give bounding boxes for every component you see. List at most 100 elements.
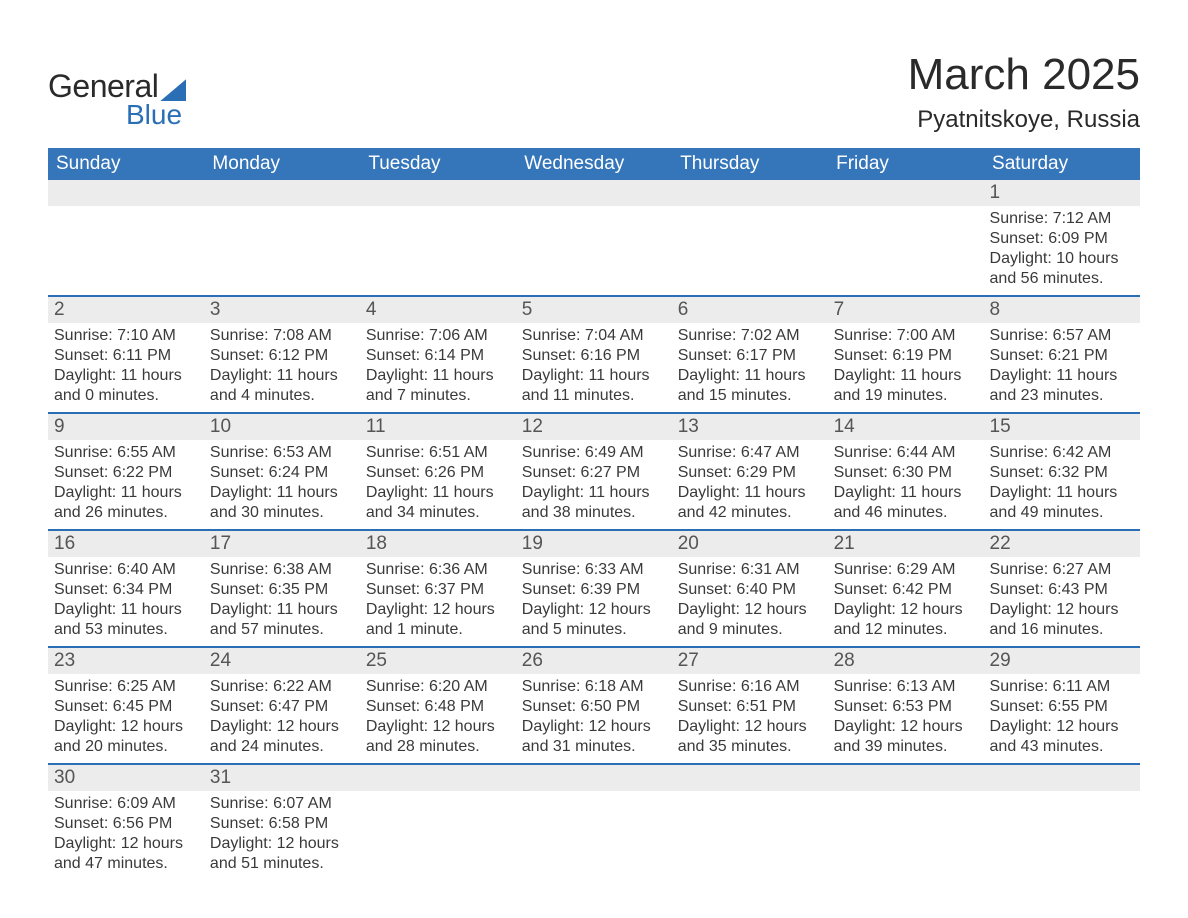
day-number-cell: 1 bbox=[984, 180, 1140, 206]
daylight-text: Daylight: 12 hours and 39 minutes. bbox=[834, 717, 978, 757]
day-detail-cell: Sunrise: 6:42 AMSunset: 6:32 PMDaylight:… bbox=[984, 440, 1140, 530]
sunset-text: Sunset: 6:26 PM bbox=[366, 463, 510, 483]
day-number-cell: 4 bbox=[360, 296, 516, 323]
day-detail-cell: Sunrise: 6:55 AMSunset: 6:22 PMDaylight:… bbox=[48, 440, 204, 530]
day-detail-cell: Sunrise: 7:06 AMSunset: 6:14 PMDaylight:… bbox=[360, 323, 516, 413]
day-number-cell bbox=[828, 764, 984, 791]
sunset-text: Sunset: 6:56 PM bbox=[54, 814, 198, 834]
day-detail-cell bbox=[672, 791, 828, 880]
day-number-cell bbox=[204, 180, 360, 206]
daylight-text: Daylight: 11 hours and 0 minutes. bbox=[54, 366, 198, 406]
sunrise-text: Sunrise: 6:20 AM bbox=[366, 677, 510, 697]
day-detail-cell: Sunrise: 6:44 AMSunset: 6:30 PMDaylight:… bbox=[828, 440, 984, 530]
daylight-text: Daylight: 11 hours and 57 minutes. bbox=[210, 600, 354, 640]
day-number-cell: 13 bbox=[672, 413, 828, 440]
week-detail-row: Sunrise: 7:10 AMSunset: 6:11 PMDaylight:… bbox=[48, 323, 1140, 413]
sunrise-text: Sunrise: 6:31 AM bbox=[678, 560, 822, 580]
sunset-text: Sunset: 6:29 PM bbox=[678, 463, 822, 483]
day-detail-cell bbox=[48, 206, 204, 296]
sunset-text: Sunset: 6:12 PM bbox=[210, 346, 354, 366]
daylight-text: Daylight: 12 hours and 47 minutes. bbox=[54, 834, 198, 874]
day-number-cell bbox=[516, 180, 672, 206]
week-detail-row: Sunrise: 7:12 AMSunset: 6:09 PMDaylight:… bbox=[48, 206, 1140, 296]
sunrise-text: Sunrise: 7:02 AM bbox=[678, 326, 822, 346]
day-detail-cell: Sunrise: 6:18 AMSunset: 6:50 PMDaylight:… bbox=[516, 674, 672, 764]
day-number-cell: 23 bbox=[48, 647, 204, 674]
day-detail-cell bbox=[516, 791, 672, 880]
day-detail-cell: Sunrise: 7:02 AMSunset: 6:17 PMDaylight:… bbox=[672, 323, 828, 413]
daylight-text: Daylight: 11 hours and 19 minutes. bbox=[834, 366, 978, 406]
day-detail-cell: Sunrise: 7:10 AMSunset: 6:11 PMDaylight:… bbox=[48, 323, 204, 413]
day-number-cell: 6 bbox=[672, 296, 828, 323]
logo-text-blue: Blue bbox=[126, 99, 186, 131]
day-detail-cell: Sunrise: 6:27 AMSunset: 6:43 PMDaylight:… bbox=[984, 557, 1140, 647]
day-number-cell: 9 bbox=[48, 413, 204, 440]
sunset-text: Sunset: 6:39 PM bbox=[522, 580, 666, 600]
sunset-text: Sunset: 6:19 PM bbox=[834, 346, 978, 366]
daylight-text: Daylight: 12 hours and 35 minutes. bbox=[678, 717, 822, 757]
sunrise-text: Sunrise: 6:53 AM bbox=[210, 443, 354, 463]
daylight-text: Daylight: 11 hours and 30 minutes. bbox=[210, 483, 354, 523]
day-number-cell: 30 bbox=[48, 764, 204, 791]
sunrise-text: Sunrise: 6:47 AM bbox=[678, 443, 822, 463]
daylight-text: Daylight: 11 hours and 15 minutes. bbox=[678, 366, 822, 406]
day-detail-cell: Sunrise: 6:13 AMSunset: 6:53 PMDaylight:… bbox=[828, 674, 984, 764]
daylight-text: Daylight: 12 hours and 1 minute. bbox=[366, 600, 510, 640]
sunset-text: Sunset: 6:55 PM bbox=[990, 697, 1134, 717]
sunrise-text: Sunrise: 7:12 AM bbox=[990, 209, 1134, 229]
sunset-text: Sunset: 6:58 PM bbox=[210, 814, 354, 834]
day-detail-cell: Sunrise: 6:29 AMSunset: 6:42 PMDaylight:… bbox=[828, 557, 984, 647]
sunset-text: Sunset: 6:22 PM bbox=[54, 463, 198, 483]
sunset-text: Sunset: 6:11 PM bbox=[54, 346, 198, 366]
day-detail-cell: Sunrise: 6:53 AMSunset: 6:24 PMDaylight:… bbox=[204, 440, 360, 530]
day-detail-cell bbox=[360, 206, 516, 296]
sunrise-text: Sunrise: 6:57 AM bbox=[990, 326, 1134, 346]
sunrise-text: Sunrise: 7:00 AM bbox=[834, 326, 978, 346]
day-detail-cell: Sunrise: 6:07 AMSunset: 6:58 PMDaylight:… bbox=[204, 791, 360, 880]
day-detail-cell: Sunrise: 6:25 AMSunset: 6:45 PMDaylight:… bbox=[48, 674, 204, 764]
week-daynum-row: 3031 bbox=[48, 764, 1140, 791]
sunrise-text: Sunrise: 6:44 AM bbox=[834, 443, 978, 463]
day-detail-cell: Sunrise: 6:40 AMSunset: 6:34 PMDaylight:… bbox=[48, 557, 204, 647]
day-number-cell: 20 bbox=[672, 530, 828, 557]
sunrise-text: Sunrise: 6:40 AM bbox=[54, 560, 198, 580]
day-number-cell: 31 bbox=[204, 764, 360, 791]
logo-triangle-icon bbox=[160, 79, 186, 101]
sunrise-text: Sunrise: 6:18 AM bbox=[522, 677, 666, 697]
day-detail-cell: Sunrise: 6:57 AMSunset: 6:21 PMDaylight:… bbox=[984, 323, 1140, 413]
daylight-text: Daylight: 12 hours and 31 minutes. bbox=[522, 717, 666, 757]
sunset-text: Sunset: 6:45 PM bbox=[54, 697, 198, 717]
day-number-cell: 16 bbox=[48, 530, 204, 557]
daylight-text: Daylight: 12 hours and 9 minutes. bbox=[678, 600, 822, 640]
day-number-cell: 26 bbox=[516, 647, 672, 674]
day-number-cell: 29 bbox=[984, 647, 1140, 674]
day-number-cell: 8 bbox=[984, 296, 1140, 323]
location-label: Pyatnitskoye, Russia bbox=[908, 106, 1140, 134]
day-detail-cell: Sunrise: 6:51 AMSunset: 6:26 PMDaylight:… bbox=[360, 440, 516, 530]
sunrise-text: Sunrise: 6:07 AM bbox=[210, 794, 354, 814]
sunrise-text: Sunrise: 7:10 AM bbox=[54, 326, 198, 346]
sunset-text: Sunset: 6:35 PM bbox=[210, 580, 354, 600]
day-detail-cell: Sunrise: 7:00 AMSunset: 6:19 PMDaylight:… bbox=[828, 323, 984, 413]
week-daynum-row: 1 bbox=[48, 180, 1140, 206]
daylight-text: Daylight: 11 hours and 34 minutes. bbox=[366, 483, 510, 523]
day-number-cell: 25 bbox=[360, 647, 516, 674]
sunrise-text: Sunrise: 7:04 AM bbox=[522, 326, 666, 346]
sunrise-text: Sunrise: 6:11 AM bbox=[990, 677, 1134, 697]
col-monday: Monday bbox=[204, 148, 360, 180]
daylight-text: Daylight: 11 hours and 26 minutes. bbox=[54, 483, 198, 523]
day-detail-cell: Sunrise: 7:04 AMSunset: 6:16 PMDaylight:… bbox=[516, 323, 672, 413]
day-detail-cell bbox=[360, 791, 516, 880]
sunset-text: Sunset: 6:30 PM bbox=[834, 463, 978, 483]
daylight-text: Daylight: 11 hours and 42 minutes. bbox=[678, 483, 822, 523]
sunrise-text: Sunrise: 7:08 AM bbox=[210, 326, 354, 346]
day-number-cell bbox=[360, 764, 516, 791]
day-number-cell: 18 bbox=[360, 530, 516, 557]
daylight-text: Daylight: 12 hours and 5 minutes. bbox=[522, 600, 666, 640]
day-number-cell: 12 bbox=[516, 413, 672, 440]
day-detail-cell: Sunrise: 6:20 AMSunset: 6:48 PMDaylight:… bbox=[360, 674, 516, 764]
daylight-text: Daylight: 11 hours and 46 minutes. bbox=[834, 483, 978, 523]
day-detail-cell: Sunrise: 6:47 AMSunset: 6:29 PMDaylight:… bbox=[672, 440, 828, 530]
day-number-cell bbox=[828, 180, 984, 206]
sunset-text: Sunset: 6:47 PM bbox=[210, 697, 354, 717]
